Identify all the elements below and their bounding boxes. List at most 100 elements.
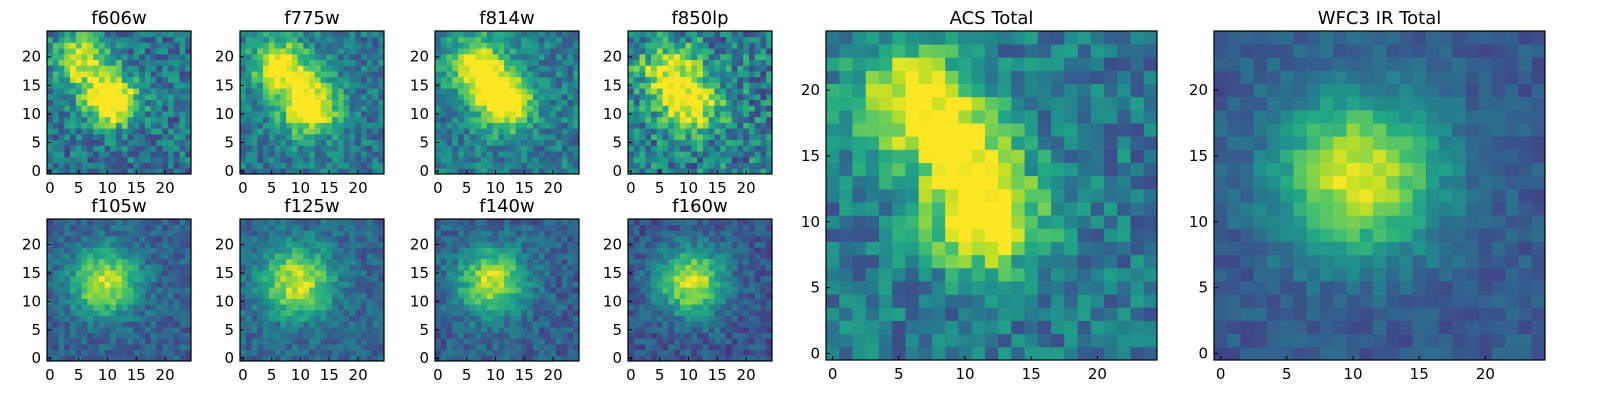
heatmap-cell bbox=[1024, 109, 1039, 124]
heatmap-cell bbox=[509, 156, 517, 163]
heatmap-cell bbox=[110, 230, 117, 237]
heatmap-cell bbox=[504, 338, 511, 345]
heatmap-cell bbox=[475, 338, 482, 345]
heatmap-cell bbox=[139, 42, 146, 49]
heatmap-cell bbox=[98, 116, 105, 123]
heatmap-cell bbox=[1117, 267, 1131, 282]
heatmap-cell bbox=[58, 241, 65, 248]
heatmap-cell bbox=[469, 332, 476, 339]
heatmap-cell bbox=[521, 36, 528, 43]
heatmap-cell bbox=[469, 292, 476, 299]
heatmap-cell bbox=[93, 82, 100, 89]
heatmap-cell bbox=[337, 321, 345, 328]
heatmap-cell bbox=[633, 42, 640, 49]
heatmap-cell bbox=[291, 93, 298, 101]
heatmap-cell bbox=[662, 59, 669, 66]
heatmap-cell bbox=[498, 304, 505, 311]
heatmap-cell bbox=[98, 31, 105, 38]
heatmap-cell bbox=[1090, 215, 1105, 229]
heatmap-cell bbox=[679, 99, 686, 106]
heatmap-cell bbox=[440, 105, 447, 112]
heatmap-cell bbox=[156, 338, 163, 345]
heatmap-cell bbox=[75, 59, 82, 66]
heatmap-cell bbox=[251, 151, 258, 158]
heatmap-cell bbox=[720, 93, 727, 101]
heatmap-cell bbox=[52, 76, 59, 83]
heatmap-cell bbox=[492, 338, 499, 345]
heatmap-cell bbox=[372, 275, 379, 282]
heatmap-cell bbox=[263, 224, 270, 231]
heatmap-cell bbox=[839, 109, 853, 124]
heatmap-cell bbox=[87, 105, 94, 112]
heatmap-cell bbox=[984, 307, 999, 321]
heatmap-cell bbox=[144, 315, 152, 322]
heatmap-cell bbox=[127, 76, 134, 83]
heatmap-cell bbox=[58, 111, 65, 118]
heatmap-cell bbox=[104, 31, 111, 38]
heatmap-cell bbox=[498, 82, 505, 89]
heatmap-cell bbox=[561, 338, 568, 345]
heatmap-cell bbox=[527, 82, 534, 89]
heatmap-cell bbox=[452, 258, 459, 265]
heatmap-cell bbox=[263, 321, 270, 328]
heatmap-cell bbox=[527, 145, 534, 152]
heatmap-cell bbox=[378, 151, 385, 158]
heatmap-cell bbox=[561, 332, 568, 339]
y-tick-label: 5 bbox=[224, 134, 234, 152]
heatmap-cell bbox=[435, 65, 442, 72]
heatmap-cell bbox=[263, 315, 270, 322]
heatmap-cell bbox=[251, 241, 258, 248]
heatmap-cell bbox=[291, 275, 298, 282]
heatmap-cell bbox=[280, 287, 287, 294]
heatmap-cell bbox=[320, 133, 327, 141]
heatmap-cell bbox=[538, 36, 545, 43]
heatmap-cell bbox=[760, 31, 767, 38]
x-tick-label: 20 bbox=[156, 179, 175, 197]
heatmap-cell bbox=[725, 71, 733, 78]
heatmap-cell bbox=[1130, 333, 1145, 348]
heatmap-cell bbox=[110, 247, 117, 254]
heatmap-cell bbox=[332, 332, 339, 339]
heatmap-cell bbox=[343, 264, 350, 271]
heatmap-cell bbox=[87, 93, 94, 101]
heatmap-cell bbox=[156, 59, 163, 66]
heatmap-cell bbox=[349, 76, 356, 83]
heatmap-cell bbox=[1104, 333, 1118, 348]
heatmap-cell bbox=[550, 275, 557, 282]
heatmap-cell bbox=[286, 105, 293, 112]
heatmap-cell bbox=[274, 53, 281, 60]
heatmap-cell bbox=[754, 133, 761, 141]
heatmap-cell bbox=[702, 93, 710, 101]
heatmap-cell bbox=[360, 304, 368, 311]
heatmap-cell bbox=[509, 53, 517, 60]
heatmap-cell bbox=[826, 333, 840, 348]
heatmap-cell bbox=[674, 53, 681, 60]
heatmap-cell bbox=[81, 315, 88, 322]
heatmap-cell bbox=[372, 116, 379, 123]
heatmap-cell bbox=[116, 139, 123, 146]
heatmap-cell bbox=[737, 88, 744, 95]
y-tick-label: 0 bbox=[31, 349, 41, 367]
heatmap-cell bbox=[98, 298, 105, 305]
heatmap-cell bbox=[245, 162, 252, 169]
heatmap-cell bbox=[286, 219, 293, 226]
heatmap-cell bbox=[446, 82, 453, 89]
heatmap-cell bbox=[320, 36, 327, 43]
heatmap-cell bbox=[567, 111, 574, 118]
heatmap-cell bbox=[314, 139, 322, 146]
heatmap-cell bbox=[550, 151, 557, 158]
heatmap-cell bbox=[139, 122, 146, 129]
heatmap-cell bbox=[179, 122, 186, 129]
heatmap-cell bbox=[139, 230, 146, 237]
heatmap-cell bbox=[748, 168, 756, 175]
heatmap-cell bbox=[452, 287, 459, 294]
heatmap-cell bbox=[314, 48, 322, 55]
x-tick-label: 5 bbox=[655, 179, 665, 197]
heatmap-cell bbox=[628, 71, 635, 78]
heatmap-cell bbox=[555, 48, 563, 55]
heatmap-cell bbox=[918, 267, 933, 282]
heatmap-cell bbox=[628, 59, 635, 66]
heatmap-cell bbox=[303, 99, 310, 106]
heatmap-cell bbox=[320, 48, 327, 55]
heatmap-cell bbox=[984, 162, 999, 177]
